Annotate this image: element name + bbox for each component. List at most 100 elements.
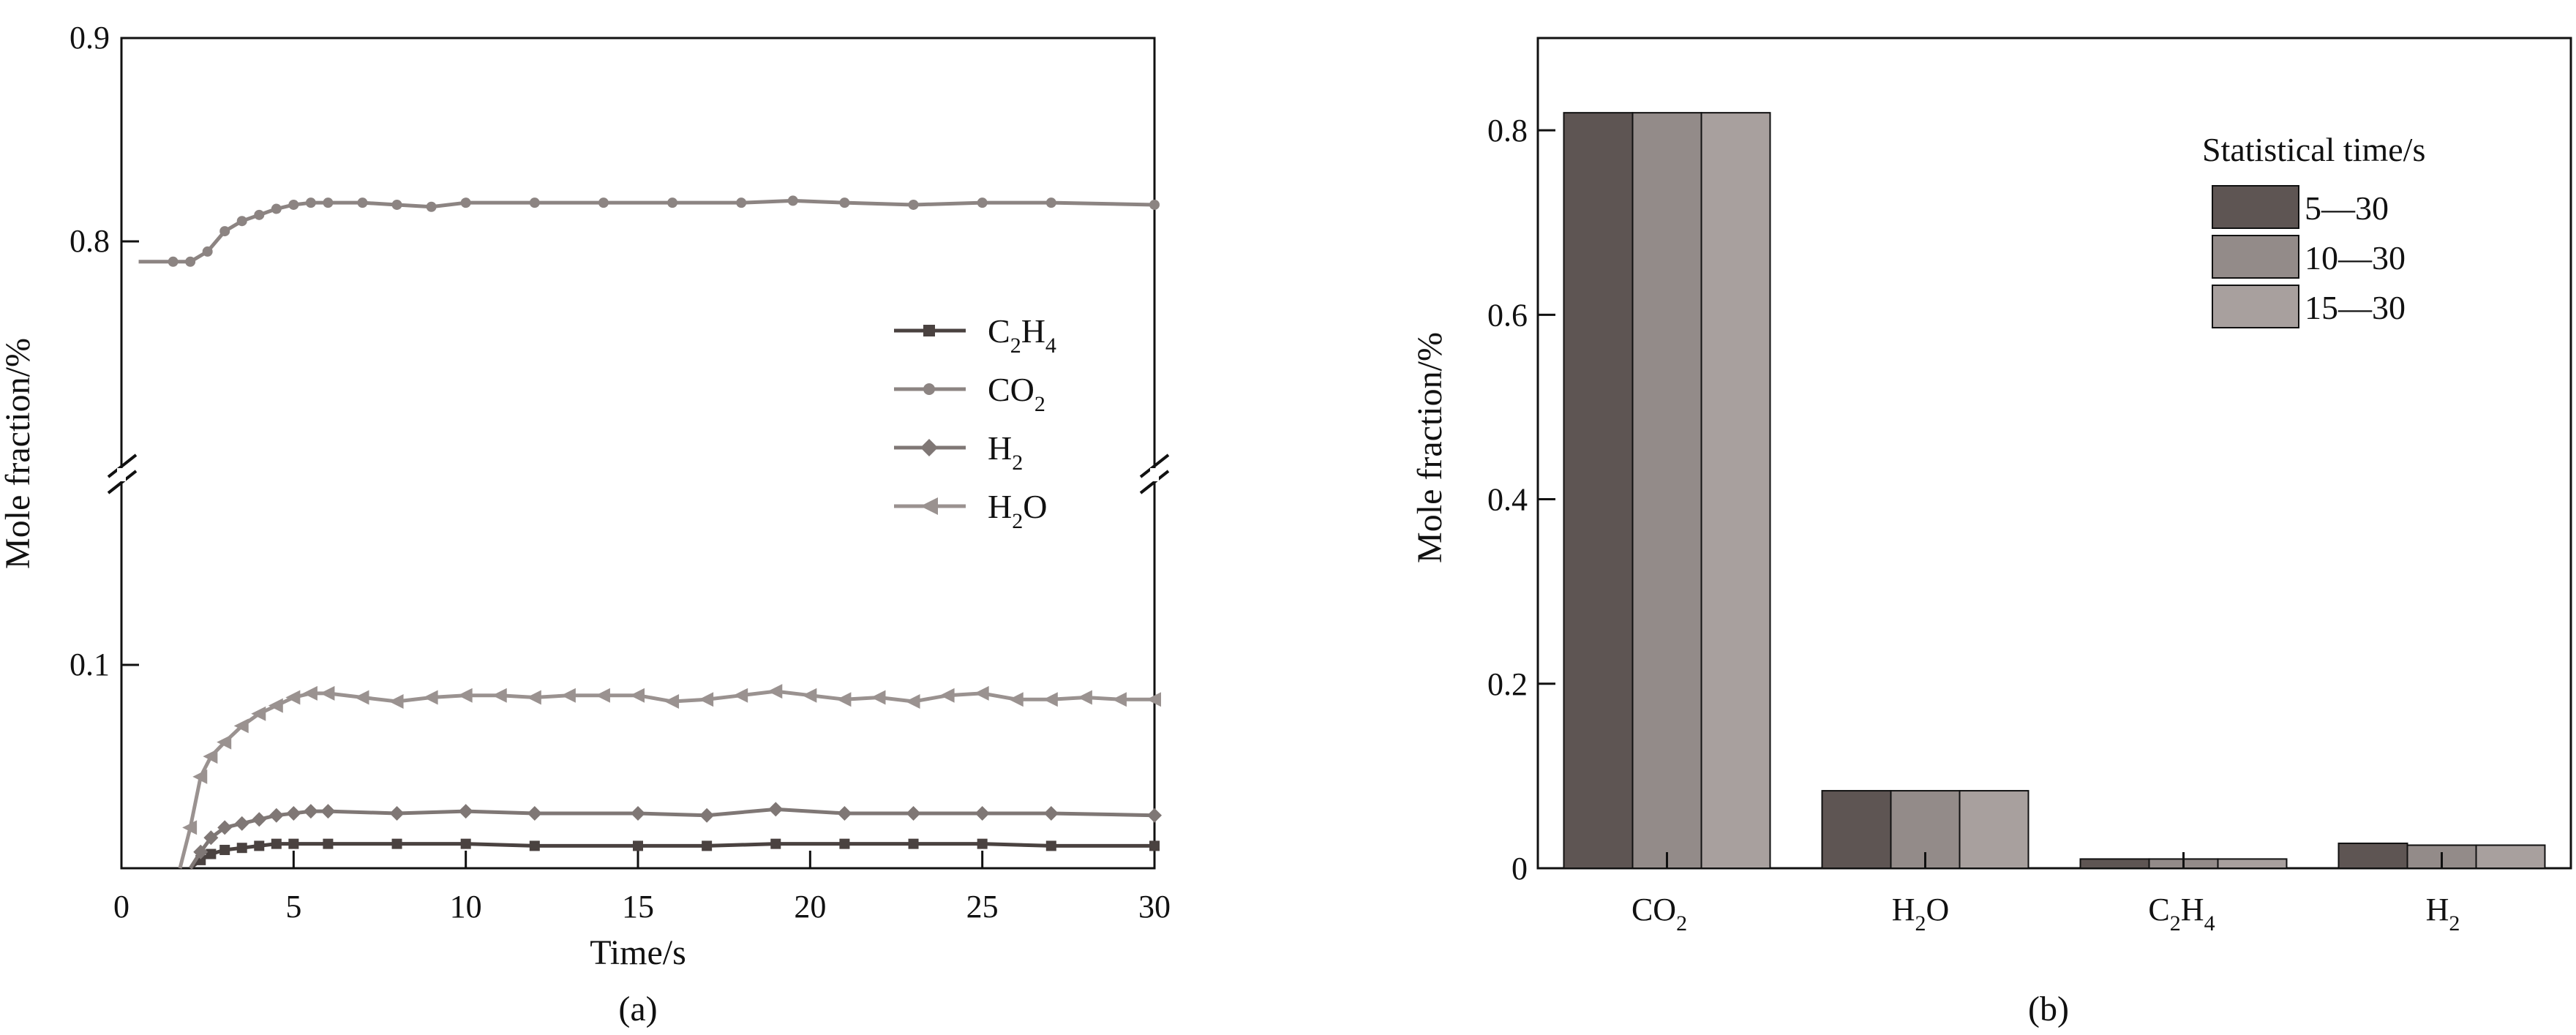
marker-h2 <box>906 805 921 821</box>
marker-h2o <box>1077 690 1092 705</box>
marker-c2h4 <box>770 838 781 849</box>
marker-co2 <box>426 201 437 212</box>
marker-h2o <box>1111 692 1127 707</box>
marker-co2 <box>219 226 230 237</box>
bar-h2-15-30 <box>2475 844 2546 869</box>
a-legend-item-h2: H2 <box>894 429 1023 475</box>
marker-h2o <box>388 694 404 710</box>
a-xtick-label: 5 <box>285 889 301 925</box>
marker-h2o <box>871 690 886 705</box>
marker-co2 <box>598 197 609 208</box>
marker-c2h4 <box>460 838 471 849</box>
marker-co2 <box>391 199 402 210</box>
marker-h2o <box>1043 692 1058 707</box>
marker-h2 <box>1043 805 1059 821</box>
marker-co2 <box>185 256 196 267</box>
marker-c2h4 <box>529 840 540 851</box>
b-x-ticks <box>1666 852 2443 868</box>
marker-h2o <box>285 690 301 705</box>
marker-h2 <box>631 805 645 821</box>
bar-h2o-5-30 <box>1821 790 1892 869</box>
marker-co2 <box>305 197 316 208</box>
marker-co2 <box>908 199 919 210</box>
b-xlabel-h2o: H2O <box>1892 892 1950 936</box>
marker-h2 <box>234 816 249 831</box>
a-x-ticks: 0 5 10 15 20 25 30 <box>113 851 1171 925</box>
marker-co2 <box>236 216 247 227</box>
marker-h2 <box>389 805 405 821</box>
marker-h2o <box>1146 692 1161 707</box>
marker-c2h4 <box>391 838 402 849</box>
b-caption: (b) <box>2028 990 2069 1028</box>
marker-h2 <box>193 844 209 859</box>
bar-co2-15-30 <box>1700 112 1771 869</box>
a-xtick-label: 20 <box>794 889 826 925</box>
marker-c2h4 <box>206 848 217 859</box>
marker-c2h4 <box>839 838 850 849</box>
marker-co2 <box>736 197 747 208</box>
marker-h2 <box>527 805 542 821</box>
marker-c2h4 <box>977 838 988 849</box>
marker-h2o <box>939 688 955 703</box>
marker-h2o <box>664 694 680 710</box>
b-bars <box>1563 112 2546 870</box>
b-ytick-label: 0.6 <box>1487 297 1528 333</box>
bar-co2-10-30 <box>1631 112 1702 869</box>
b-legend-item-15-30: 15—30 <box>2212 285 2406 328</box>
marker-h2 <box>975 805 990 821</box>
marker-co2 <box>1045 197 1056 208</box>
b-legend-item-10-30: 10—30 <box>2212 235 2406 279</box>
bar-co2-5-30 <box>1563 112 1634 869</box>
a-legend-label-co2: CO2 <box>988 371 1045 416</box>
a-legend-item-co2: CO2 <box>894 371 1045 416</box>
marker-h2o <box>182 820 198 835</box>
a-xlabel: Time/s <box>590 933 686 972</box>
a-xtick-label: 15 <box>622 889 654 925</box>
bar-h2-5-30 <box>2337 842 2408 869</box>
b-xlabel-h2: H2 <box>2426 892 2460 936</box>
marker-co2 <box>529 197 540 208</box>
marker-h2 <box>458 804 473 819</box>
a-xtick-label: 0 <box>113 889 129 925</box>
marker-h2o <box>630 688 645 703</box>
marker-h2o <box>302 685 318 701</box>
marker-co2 <box>460 197 471 208</box>
marker-h2o <box>492 688 507 703</box>
marker-c2h4 <box>219 844 230 855</box>
marker-h2 <box>252 812 267 827</box>
b-ytick-label: 0 <box>1512 851 1528 887</box>
a-legend: C2H4 CO2 H2 H2O <box>894 312 1056 533</box>
marker-h2 <box>217 820 233 835</box>
marker-h2o <box>974 685 989 701</box>
b-ylabel: Mole fraction/% <box>1411 332 1449 563</box>
b-xlabel-c2h4: C2H4 <box>2148 892 2215 936</box>
b-legend-label-15-30: 15—30 <box>2305 289 2406 326</box>
marker-h2 <box>303 804 318 819</box>
b-ytick-label: 0.4 <box>1487 482 1528 518</box>
a-series <box>138 195 1162 870</box>
marker-h2o <box>233 718 249 734</box>
marker-c2h4 <box>271 838 282 849</box>
marker-h2 <box>768 802 784 817</box>
marker-h2 <box>699 808 715 823</box>
marker-h2o <box>251 706 266 721</box>
a-legend-label-h2o: H2O <box>988 488 1047 533</box>
marker-c2h4 <box>1045 840 1056 851</box>
series-line-h2 <box>189 807 1155 870</box>
marker-co2 <box>168 256 179 267</box>
marker-c2h4 <box>288 838 299 849</box>
marker-h2o <box>192 769 208 784</box>
b-ytick-label: 0.8 <box>1487 113 1528 148</box>
marker-h2 <box>286 805 301 821</box>
b-legend-item-5-30: 5—30 <box>2212 185 2389 229</box>
b-legend-label-10-30: 10—30 <box>2305 239 2406 276</box>
marker-h2 <box>320 804 336 819</box>
marker-h2o <box>802 688 817 703</box>
b-legend-title: Statistical time/s <box>2202 131 2425 168</box>
marker-h2 <box>1147 808 1162 823</box>
a-legend-item-c2h4: C2H4 <box>894 312 1056 358</box>
b-legend: Statistical time/s 5—30 10—30 15—30 <box>2202 131 2425 328</box>
b-xlabel-co2: CO2 <box>1631 892 1687 936</box>
a-y-ticks <box>121 37 139 666</box>
